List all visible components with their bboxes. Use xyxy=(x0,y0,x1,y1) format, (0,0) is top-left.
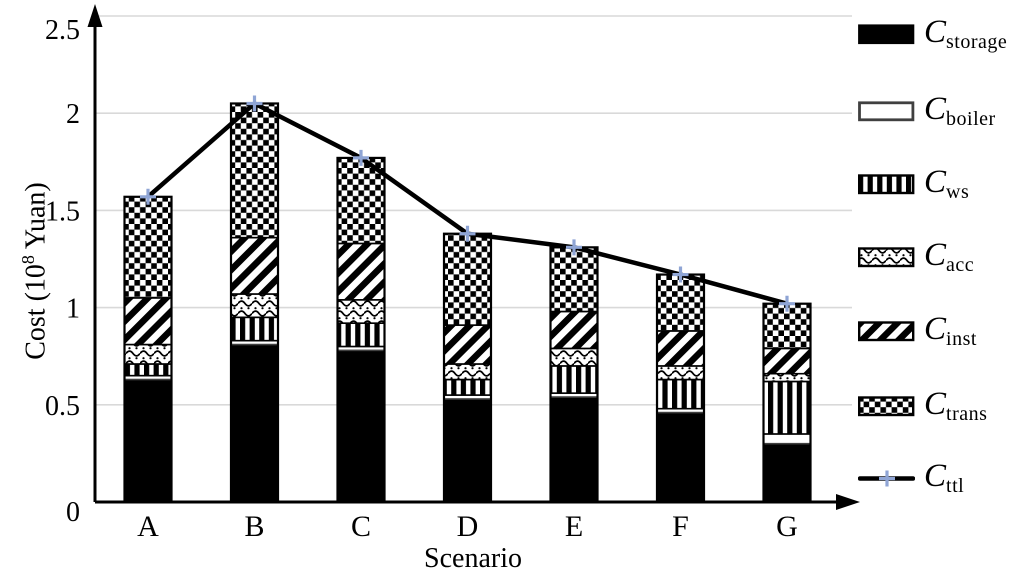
bar-segment-F-C_ws xyxy=(656,378,705,410)
plus-marker xyxy=(779,295,795,312)
inst-swatch-icon xyxy=(858,320,915,341)
acc-swatch-icon xyxy=(858,246,915,267)
bar-segment-D-C_trans xyxy=(443,232,492,326)
bar-segment-A-C_inst xyxy=(123,297,173,346)
bar-segment-D-C_storage xyxy=(443,398,492,503)
bar-segment-C-C_inst xyxy=(336,242,386,301)
bar-segment-D-C_ws xyxy=(443,378,492,396)
bar-segment-B-C_acc xyxy=(230,293,279,319)
ttl-line-swatch-icon xyxy=(858,470,915,486)
legend-item-ws: Cws xyxy=(858,164,970,203)
legend-item-inst: Cinst xyxy=(858,311,977,350)
plus-marker xyxy=(140,188,156,205)
y-axis-arrow-icon xyxy=(87,4,103,27)
bar-segment-B-C_storage xyxy=(230,343,279,503)
legend-label: Cboiler xyxy=(924,91,996,130)
boiler-swatch-icon xyxy=(858,100,915,121)
y-tick-label: 1 xyxy=(66,294,80,325)
x-category-label: C xyxy=(351,510,371,543)
x-category-label: A xyxy=(137,510,159,543)
y-tick-label: 2.5 xyxy=(45,15,80,46)
x-axis-title: Scenario xyxy=(424,543,522,574)
bar-segment-A-C_trans xyxy=(123,195,173,299)
bar-segment-F-C_acc xyxy=(656,365,705,381)
bar-segment-C-C_trans xyxy=(336,157,386,245)
x-category-label: G xyxy=(776,510,798,543)
bar-segment-E-C_inst xyxy=(549,310,599,350)
bar-segment-C-C_acc xyxy=(336,299,386,324)
trans-swatch-icon xyxy=(858,395,915,416)
legend-label: Cstorage xyxy=(924,14,1008,53)
bar-segment-B-C_ws xyxy=(230,316,279,342)
plus-marker xyxy=(459,225,476,242)
bar-segment-A-C_storage xyxy=(123,378,173,503)
gridlines xyxy=(95,15,852,406)
bar-segment-B-C_trans xyxy=(230,102,279,239)
legend-item-storage: Cstorage xyxy=(858,14,1008,53)
storage-swatch-icon xyxy=(858,23,915,44)
y-tick-label: 0.5 xyxy=(45,391,80,422)
x-category-labels: A B C D E F G xyxy=(137,510,798,543)
bar-segment-E-C_trans xyxy=(549,246,599,313)
bar-segment-G-C_ws xyxy=(762,380,812,435)
x-axis-arrow-icon xyxy=(836,494,860,510)
legend-label: Cws xyxy=(924,164,970,203)
bar-segment-C-C_ws xyxy=(336,322,386,348)
bar-segment-F-C_inst xyxy=(656,330,705,367)
bar-segment-G-C_storage xyxy=(762,442,812,503)
bar-segment-A-C_ws xyxy=(123,363,173,377)
legend-label: Cinst xyxy=(924,311,977,350)
bar-segment-E-C_acc xyxy=(549,347,599,367)
ws-swatch-icon xyxy=(858,173,915,194)
x-category-label: F xyxy=(672,510,689,543)
legend-item-trans: Ctrans xyxy=(858,386,988,425)
bar-segment-G-C_boiler xyxy=(762,433,812,445)
plus-marker xyxy=(566,239,582,256)
y-tick-label: 2 xyxy=(66,99,80,130)
bar-segment-E-C_storage xyxy=(549,396,599,503)
bar-segment-A-C_acc xyxy=(123,343,173,365)
bar-segment-B-C_inst xyxy=(230,236,279,295)
bar-segment-C-C_storage xyxy=(336,349,386,503)
axes xyxy=(87,4,860,510)
x-category-label: D xyxy=(457,510,479,543)
legend-item-boiler: Cboiler xyxy=(858,91,996,130)
y-axis-title: Cost (108 Yuan) xyxy=(13,121,51,421)
y-axis-title-unit: Yuan) xyxy=(20,182,52,256)
legend-label: Ctrans xyxy=(924,386,988,425)
total-line-markers xyxy=(140,95,795,312)
plus-marker xyxy=(353,149,369,166)
y-tick-label: 0 xyxy=(66,497,80,528)
y-tick-labels: 0 0.5 1 1.5 2 2.5 xyxy=(45,15,80,528)
bar-segment-E-C_ws xyxy=(549,365,599,394)
bar-segment-D-C_inst xyxy=(443,324,492,365)
bar-segment-F-C_trans xyxy=(656,273,705,332)
bar-segment-F-C_storage xyxy=(656,411,705,503)
plus-marker xyxy=(672,266,689,283)
y-axis-title-superscript: 8 xyxy=(18,255,38,265)
stacked-bars xyxy=(123,102,812,504)
legend-label: Cttl xyxy=(924,458,965,497)
y-axis-title-text: Cost (10 xyxy=(20,264,52,360)
bar-segment-D-C_acc xyxy=(443,363,492,381)
legend-item-acc: Cacc xyxy=(858,237,975,276)
bar-segment-G-C_inst xyxy=(762,347,812,375)
legend: Cstorage Cboiler Cws Cacc Cinst xyxy=(858,0,1024,580)
plus-marker xyxy=(246,95,263,112)
bar-segment-G-C_acc xyxy=(762,372,812,383)
legend-item-ttl: Cttl xyxy=(858,458,965,497)
x-category-label: E xyxy=(565,510,583,543)
y-tick-label: 1.5 xyxy=(45,196,80,227)
legend-label: Cacc xyxy=(924,237,975,276)
x-category-label: B xyxy=(244,510,264,543)
